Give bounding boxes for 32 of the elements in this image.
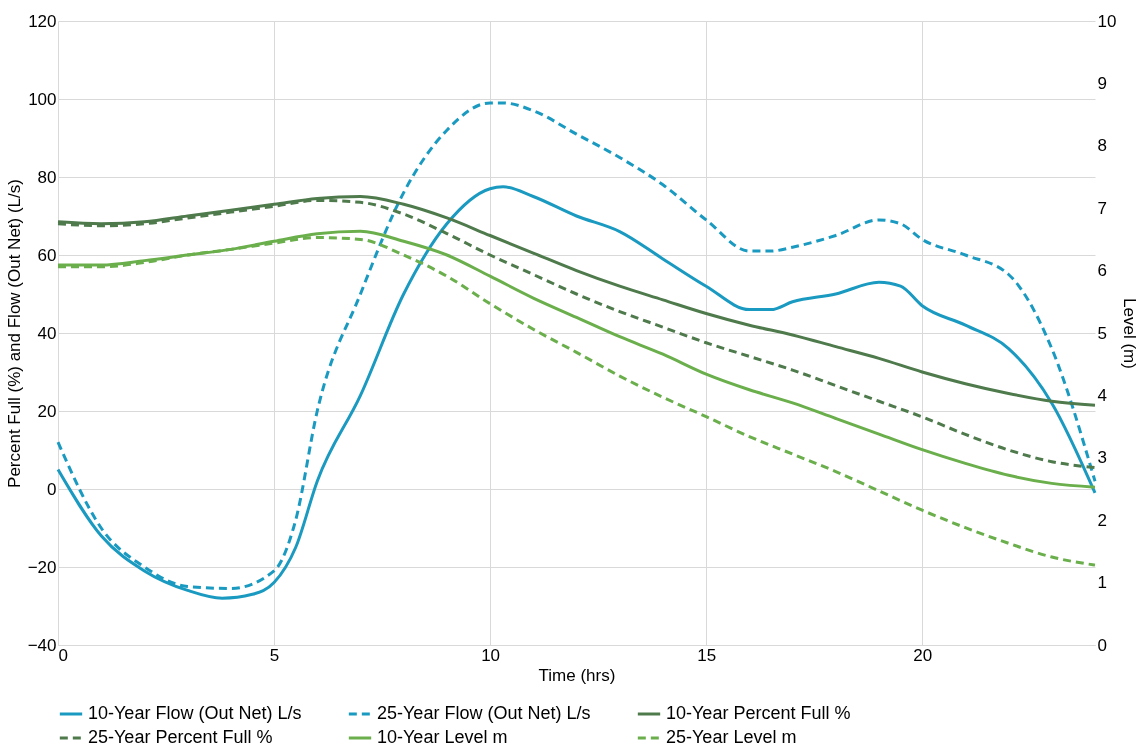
- legend-label: 25-Year Percent Full %: [88, 727, 273, 747]
- y2-axis-title: Level (m): [1120, 298, 1140, 369]
- y-tick-label: 0: [47, 479, 57, 499]
- y-tick-label: 120: [28, 11, 57, 31]
- y2-tick-label: 1: [1097, 573, 1107, 593]
- legend-label: 25-Year Flow (Out Net) L/s: [377, 703, 591, 723]
- y2-tick-label: 6: [1097, 261, 1107, 281]
- x-tick-label: 5: [269, 645, 280, 665]
- y2-tick-label: 9: [1097, 73, 1107, 93]
- y2-tick-label: 5: [1097, 323, 1107, 343]
- y-tick-label: −40: [27, 635, 57, 655]
- y2-tick-label: 8: [1097, 136, 1107, 156]
- y-tick-label: −20: [27, 557, 57, 577]
- y2-tick-label: 4: [1097, 385, 1107, 405]
- legend-label: 10-Year Level m: [377, 727, 508, 747]
- y-tick-label: 80: [37, 167, 57, 187]
- x-axis-title: Time (hrs): [538, 665, 616, 685]
- y2-tick-label: 2: [1097, 510, 1107, 530]
- legend-label: 10-Year Flow (Out Net) L/s: [88, 703, 302, 723]
- legend-label: 10-Year Percent Full %: [666, 703, 851, 723]
- y-tick-label: 60: [37, 245, 57, 265]
- y2-tick-label: 3: [1097, 448, 1107, 468]
- y2-tick-label: 10: [1097, 11, 1117, 31]
- x-tick-label: 10: [481, 645, 501, 665]
- y2-tick-label: 7: [1097, 198, 1107, 218]
- y-tick-label: 20: [37, 401, 57, 421]
- y-tick-label: 100: [28, 89, 57, 109]
- y-tick-label: 40: [37, 323, 57, 343]
- x-tick-label: 20: [913, 645, 933, 665]
- legend-label: 25-Year Level m: [666, 727, 797, 747]
- y-axis-title: Percent Full (%) and Flow (Out Net) (L/s): [4, 179, 24, 488]
- x-tick-label: 15: [697, 645, 717, 665]
